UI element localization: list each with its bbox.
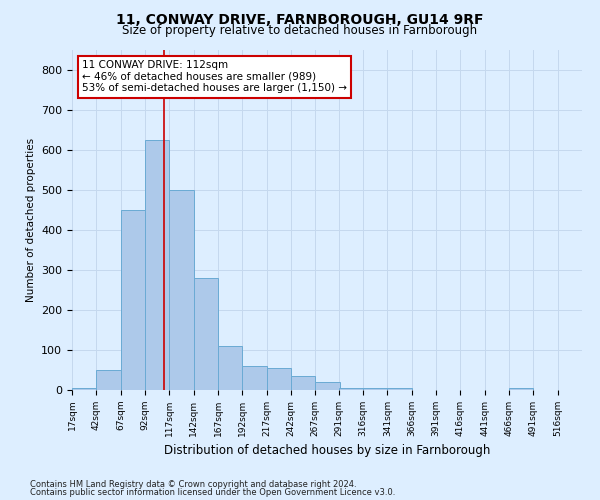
Y-axis label: Number of detached properties: Number of detached properties — [26, 138, 35, 302]
Bar — [145, 140, 169, 390]
Bar — [338, 388, 363, 390]
Text: 11, CONWAY DRIVE, FARNBOROUGH, GU14 9RF: 11, CONWAY DRIVE, FARNBOROUGH, GU14 9RF — [116, 12, 484, 26]
Title: 11, CONWAY DRIVE, FARNBOROUGH, GU14 9RF
Size of property relative to detached ho: 11, CONWAY DRIVE, FARNBOROUGH, GU14 9RF … — [0, 499, 1, 500]
Bar — [218, 346, 242, 390]
Bar — [121, 210, 145, 390]
Bar — [291, 376, 316, 390]
Text: 11 CONWAY DRIVE: 112sqm
← 46% of detached houses are smaller (989)
53% of semi-d: 11 CONWAY DRIVE: 112sqm ← 46% of detache… — [82, 60, 347, 94]
Bar — [509, 388, 533, 390]
Bar — [97, 370, 121, 390]
Bar — [363, 388, 388, 390]
Bar — [242, 366, 266, 390]
Text: Contains HM Land Registry data © Crown copyright and database right 2024.: Contains HM Land Registry data © Crown c… — [30, 480, 356, 489]
Bar — [194, 278, 218, 390]
Bar — [316, 382, 340, 390]
Text: Size of property relative to detached houses in Farnborough: Size of property relative to detached ho… — [122, 24, 478, 37]
Bar — [72, 388, 97, 390]
Text: Contains public sector information licensed under the Open Government Licence v3: Contains public sector information licen… — [30, 488, 395, 497]
Bar — [266, 368, 291, 390]
X-axis label: Distribution of detached houses by size in Farnborough: Distribution of detached houses by size … — [164, 444, 490, 458]
Bar — [169, 190, 194, 390]
Bar — [388, 388, 412, 390]
